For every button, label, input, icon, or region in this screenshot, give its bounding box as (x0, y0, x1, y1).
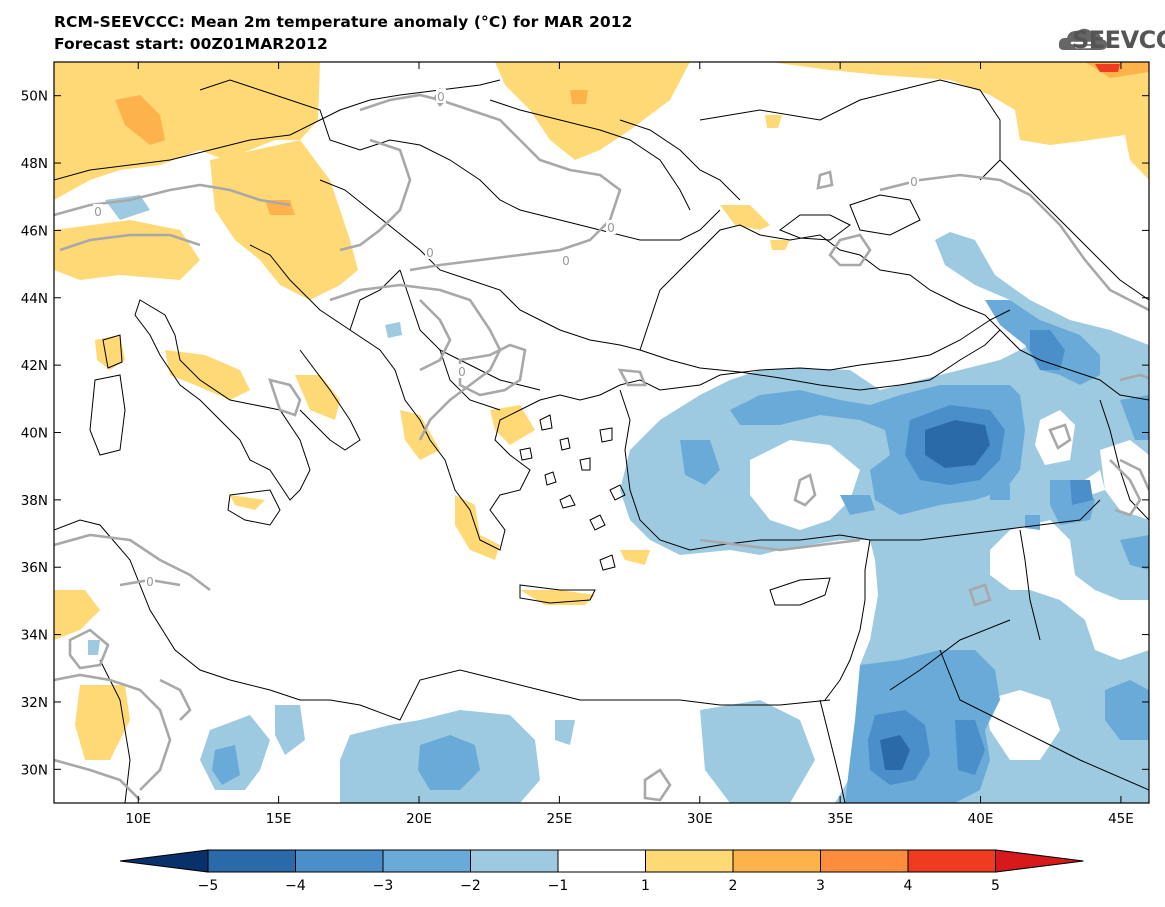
cloud-icon (1058, 28, 1108, 50)
lat-tick-label: 48N (21, 156, 48, 172)
contour-label-bg (561, 253, 571, 267)
lat-tick-label: 50N (21, 89, 48, 105)
contour-label-bg (909, 174, 919, 188)
contour-label: 0 (910, 175, 918, 189)
colorbar-segment (382, 849, 471, 873)
colorbar-segment (820, 849, 909, 873)
lat-tick-label: 38N (21, 493, 48, 509)
lon-tick-label: 20E (406, 811, 432, 827)
contour-label-bg (606, 220, 616, 234)
lat-tick-label: 36N (21, 560, 48, 576)
colorbar-label: −5 (198, 878, 219, 894)
contour-label-bg (457, 364, 467, 378)
cold-anomaly-core (880, 420, 990, 770)
colorbar-segment (557, 849, 646, 873)
colorbar-label: −3 (373, 878, 394, 894)
contour-label: 0 (607, 221, 615, 235)
contour-label-bg (145, 574, 155, 588)
warm-anomaly-fill-strong (115, 62, 1149, 215)
lat-tick-label: 30N (21, 762, 48, 778)
contour-label: 0 (426, 246, 434, 260)
contour-labels: 0 0 0 0 0 0 0 0 (93, 89, 919, 589)
contour-label-bg (93, 204, 103, 218)
lat-tick-label: 44N (21, 291, 48, 307)
colorbar-segment (645, 849, 734, 873)
lat-tick-label: 46N (21, 223, 48, 239)
colorbar-segment (907, 849, 996, 873)
colorbar-max-arrow (995, 849, 1084, 873)
colorbar-label: 2 (729, 878, 738, 894)
colorbar-segment (732, 849, 821, 873)
lon-tick-label: 45E (1108, 811, 1134, 827)
colorbar-label: 4 (904, 878, 913, 894)
colorbar-label: −1 (548, 878, 569, 894)
lat-tick-label: 34N (21, 628, 48, 644)
contour-label: 0 (458, 365, 466, 379)
contour-label: 0 (562, 254, 570, 268)
colorbar-label: 1 (641, 878, 650, 894)
lat-axis: 30N 32N 34N 36N 38N 40N 42N 44N 46N 48N 50N (21, 89, 1149, 778)
lat-tick-label: 40N (21, 426, 48, 442)
contour-label: 0 (94, 205, 102, 219)
colorbar-label: −4 (285, 878, 306, 894)
contour-label: 0 (146, 575, 154, 589)
lat-tick-label: 32N (21, 695, 48, 711)
lon-tick-label: 10E (125, 811, 151, 827)
contour-label-bg (436, 89, 446, 103)
lon-tick-label: 30E (687, 811, 713, 827)
lon-tick-label: 25E (547, 811, 573, 827)
lon-tick-label: 15E (266, 811, 292, 827)
colorbar-min-arrow (119, 849, 209, 873)
forecast-start: Forecast start: 00Z01MAR2012 (54, 35, 328, 53)
contour-label-bg (425, 245, 435, 259)
colorbar-segment (470, 849, 559, 873)
lon-tick-label: 35E (827, 811, 853, 827)
map-title: RCM-SEEVCCC: Mean 2m temperature anomaly… (54, 13, 633, 31)
contour-label: 0 (437, 90, 445, 104)
lat-tick-label: 42N (21, 358, 48, 374)
map-body (54, 62, 1149, 803)
colorbar-label: 5 (991, 878, 1000, 894)
lon-axis: 10E 15E 20E 25E 30E 35E 40E 45E (125, 62, 1134, 827)
colorbar-segment (295, 849, 384, 873)
lon-tick-label: 40E (968, 811, 994, 827)
logo-text: SEEVCCC (1072, 26, 1165, 54)
colorbar-label: −2 (460, 878, 481, 894)
colorbar-segment (207, 849, 296, 873)
colorbar: −5 −4 −3 −2 −1 1 2 3 4 5 (119, 849, 1084, 894)
colorbar-label: 3 (816, 878, 825, 894)
